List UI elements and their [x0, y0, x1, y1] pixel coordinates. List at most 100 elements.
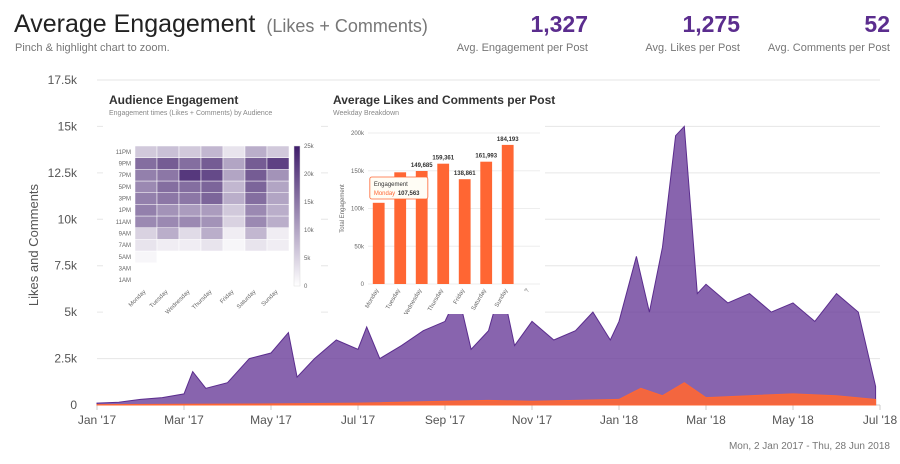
heat-cell: [266, 215, 290, 228]
heat-scale-label: 15k: [304, 200, 315, 206]
heat-cell: [266, 262, 290, 275]
heat-x-label: Monday: [128, 289, 147, 308]
heat-cell: [200, 180, 224, 193]
heat-cell: [134, 169, 158, 182]
heat-cell: [266, 169, 290, 182]
heat-y-label: 3AM: [119, 267, 131, 273]
bar-saturday[interactable]: [480, 161, 493, 284]
tooltip-title: Engagement: [374, 182, 408, 188]
heat-cell: [222, 274, 246, 287]
heat-cell: [178, 145, 202, 158]
heat-cell: [266, 239, 290, 252]
heat-scale-label: 20k: [304, 172, 315, 178]
heat-cell: [134, 239, 158, 252]
y-tick-label: 2.5k: [54, 352, 78, 366]
heat-cell: [244, 250, 268, 263]
audience-heatmap[interactable]: 1AM 3AM 5AM 7AM 9AM 11AM 1PM 3PM 5PM 7PM 9PM 11PM Mo…: [103, 88, 321, 314]
heat-cell: [178, 157, 202, 170]
heat-y-label: 1PM: [119, 208, 131, 214]
heat-x-label: Thursday: [191, 289, 213, 311]
heat-cell: [222, 169, 246, 182]
x-tick-label: May '18: [772, 413, 814, 427]
heat-cell: [134, 262, 158, 275]
heat-cell: [156, 227, 180, 240]
heat-cell: [134, 274, 158, 287]
heat-cell: [156, 192, 180, 205]
heat-cell: [178, 239, 202, 252]
stat-label: Avg. Comments per Post: [767, 42, 890, 54]
heat-cell: [222, 192, 246, 205]
heat-cell: [178, 169, 202, 182]
y-tick-label: 7.5k: [54, 259, 78, 273]
bar-tuesday[interactable]: [394, 172, 407, 284]
x-tick-label: May '17: [250, 413, 292, 427]
heat-x-label: Tuesday: [149, 289, 169, 309]
y-tick-label: 17.5k: [48, 73, 78, 87]
heat-cell: [156, 204, 180, 217]
heat-y-label: 5AM: [119, 255, 131, 261]
bar-wednesday[interactable]: [415, 171, 428, 284]
heat-scale-label: 25k: [304, 144, 315, 150]
stat-avg-engagement: 1,327 Avg. Engagement per Post: [457, 10, 588, 54]
heat-cell: [134, 145, 158, 158]
heat-cell: [222, 204, 246, 217]
heat-y-label: 7PM: [119, 173, 131, 179]
bar-y-axis-title: Total Engagement: [340, 184, 346, 233]
bar-subtitle: Weekday Breakdown: [333, 110, 400, 117]
heat-cell: [134, 157, 158, 170]
bar-x-label: ?: [524, 287, 531, 293]
title-text: Average Engagement: [14, 10, 256, 38]
heat-y-label: 1AM: [119, 278, 131, 284]
heat-cell: [156, 145, 180, 158]
series-area-comments: [96, 382, 877, 406]
heat-cell: [244, 274, 268, 287]
heatmap-subtitle: Engagement times (Likes + Comments) by A…: [109, 110, 273, 117]
bar-x-label: Monday: [365, 288, 381, 309]
stat-value: 1,275: [682, 11, 740, 37]
heat-cell: [244, 145, 268, 158]
heat-cell: [200, 227, 224, 240]
bar-friday[interactable]: [458, 179, 471, 284]
bar-x-label: Tuesday: [385, 288, 402, 311]
heat-cell: [222, 215, 246, 228]
y-axis-title: Likes and Comments: [26, 183, 41, 306]
heat-cell: [266, 180, 290, 193]
heat-color-scale: [293, 145, 301, 287]
bar-tooltip: Engagement Monday 107,563: [369, 176, 429, 200]
heat-cell: [266, 157, 290, 170]
bar-sunday[interactable]: [501, 144, 514, 284]
heat-cell: [178, 262, 202, 275]
heat-cell: [156, 215, 180, 228]
heat-cell: [222, 145, 246, 158]
heat-cell: [200, 145, 224, 158]
heat-cell: [134, 192, 158, 205]
bar-y-tick-label: 200k: [351, 131, 365, 137]
y-tick-label: 0: [70, 398, 77, 412]
bar-monday[interactable]: [372, 202, 385, 284]
heat-cell: [244, 262, 268, 275]
bar-x-label: Friday: [453, 288, 467, 305]
heat-cell: [134, 180, 158, 193]
stat-label: Avg. Engagement per Post: [456, 42, 588, 54]
heat-cell: [134, 227, 158, 240]
heat-y-label: 9AM: [119, 232, 131, 238]
heat-y-label: 5PM: [119, 185, 131, 191]
heat-cell: [244, 215, 268, 228]
heat-cell: [156, 169, 180, 182]
heat-cell: [178, 250, 202, 263]
heat-cell: [200, 157, 224, 170]
heat-cell: [134, 250, 158, 263]
x-tick-label: Jan '17: [78, 413, 117, 427]
heat-cell: [200, 215, 224, 228]
heat-cell: [156, 157, 180, 170]
bar-y-tick-label: 0: [361, 282, 365, 288]
heat-cell: [266, 227, 290, 240]
heat-cell: [266, 145, 290, 158]
bar-x-label: Sunday: [494, 288, 509, 309]
bar-thursday[interactable]: [437, 163, 450, 284]
heat-cell: [200, 262, 224, 275]
heat-y-label: 3PM: [119, 197, 131, 203]
heat-cell: [200, 204, 224, 217]
heat-cell: [244, 204, 268, 217]
